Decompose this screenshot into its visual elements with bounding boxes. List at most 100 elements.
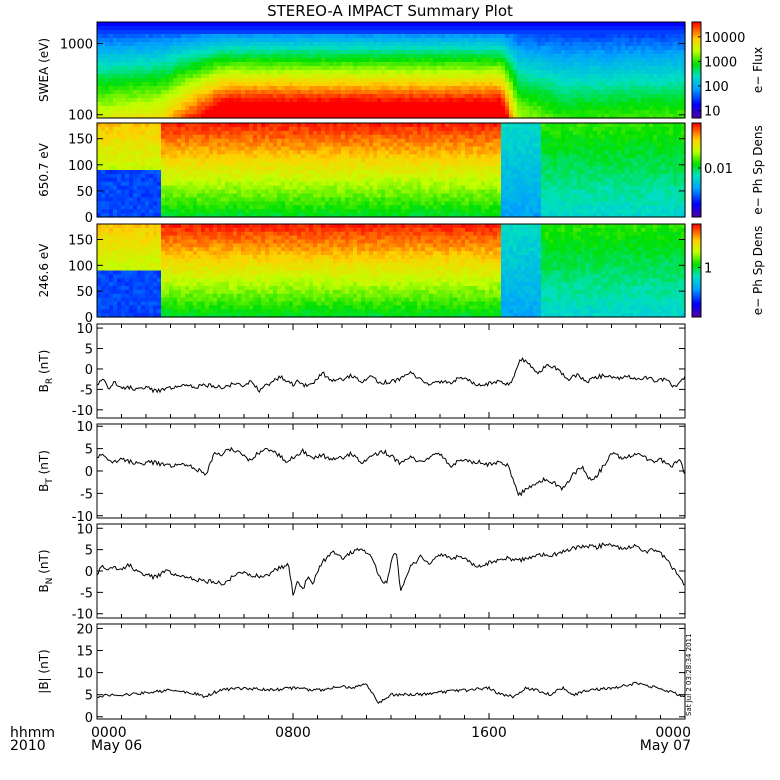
heatmap-cell xyxy=(281,142,286,148)
heatmap-cell xyxy=(461,90,466,95)
heatmap-cell xyxy=(365,114,370,119)
heatmap-cell xyxy=(457,106,462,111)
heatmap-cell xyxy=(565,58,570,63)
heatmap-cell xyxy=(309,173,314,179)
heatmap-cell xyxy=(137,170,142,175)
heatmap-cell xyxy=(505,38,510,43)
heatmap-cell xyxy=(445,74,450,79)
heatmap-cell xyxy=(617,94,622,99)
heatmap-cell xyxy=(161,177,166,183)
heatmap-cell xyxy=(453,46,458,51)
heatmap-cell xyxy=(105,138,110,144)
heatmap-cell xyxy=(365,46,370,51)
heatmap-cell xyxy=(617,106,622,111)
heatmap-cell xyxy=(233,58,238,63)
heatmap-cell xyxy=(425,94,430,99)
heatmap-cell xyxy=(273,130,278,136)
heatmap-cell xyxy=(233,154,238,159)
heatmap-cell xyxy=(653,30,658,35)
heatmap-cell xyxy=(193,86,198,91)
heatmap-cell xyxy=(225,166,230,171)
heatmap-cell xyxy=(525,58,530,63)
heatmap-cell xyxy=(509,42,514,47)
heatmap-cell xyxy=(153,130,158,136)
heatmap-cell xyxy=(397,98,402,103)
heatmap-cell xyxy=(297,58,302,63)
heatmap-cell xyxy=(221,209,226,214)
heatmap-cell xyxy=(153,42,158,47)
heatmap-cell xyxy=(237,106,242,111)
heatmap-cell xyxy=(553,114,558,119)
heatmap-cell xyxy=(133,90,138,95)
heatmap-cell xyxy=(105,38,110,43)
heatmap-cell xyxy=(249,134,254,140)
heatmap-cell xyxy=(121,46,126,51)
heatmap-cell xyxy=(213,138,218,144)
heatmap-cell xyxy=(493,70,498,75)
heatmap-cell xyxy=(277,150,282,155)
heatmap-cell xyxy=(401,70,406,75)
heatmap-cell xyxy=(217,154,222,159)
heatmap-cell xyxy=(305,86,310,91)
heatmap-cell xyxy=(149,110,154,115)
heatmap-cell xyxy=(509,30,514,35)
heatmap-cell xyxy=(213,201,218,206)
heatmap-cell xyxy=(633,54,638,59)
heatmap-cell xyxy=(293,166,298,171)
heatmap-cell xyxy=(261,185,266,191)
heatmap-cell xyxy=(233,94,238,99)
heatmap-cell xyxy=(161,134,166,140)
heatmap-cell xyxy=(297,102,302,107)
heatmap-cell xyxy=(201,66,206,71)
heatmap-cell xyxy=(185,142,190,148)
heatmap-cell xyxy=(561,78,566,83)
heatmap-cell xyxy=(177,213,182,218)
heatmap-cell xyxy=(193,193,198,199)
heatmap-cell xyxy=(269,126,274,132)
heatmap-cell xyxy=(149,90,154,95)
heatmap-cell xyxy=(533,62,538,67)
heatmap-cell xyxy=(421,106,426,111)
heatmap-cell xyxy=(253,130,258,136)
heatmap-cell xyxy=(321,170,326,175)
heatmap-cell xyxy=(181,150,186,155)
heatmap-cell xyxy=(153,86,158,91)
heatmap-cell xyxy=(669,82,674,87)
heatmap-cell xyxy=(313,123,318,128)
heatmap-cell xyxy=(285,177,290,183)
heatmap-cell xyxy=(457,114,462,119)
heatmap-cell xyxy=(673,110,678,115)
heatmap-cell xyxy=(157,126,162,132)
heatmap-cell xyxy=(165,158,170,163)
heatmap-cell xyxy=(389,70,394,75)
heatmap-cell xyxy=(557,74,562,79)
heatmap-cell xyxy=(185,197,190,202)
heatmap-cell xyxy=(621,26,626,31)
heatmap-cell xyxy=(209,74,214,79)
heatmap-cell xyxy=(681,38,686,43)
heatmap-cell xyxy=(665,26,670,31)
heatmap-cell xyxy=(637,66,642,71)
heatmap-cell xyxy=(197,94,202,99)
heatmap-cell xyxy=(337,30,342,35)
heatmap-cell xyxy=(165,50,170,55)
heatmap-cell xyxy=(213,142,218,148)
heatmap-cell xyxy=(161,114,166,119)
heatmap-cell xyxy=(313,74,318,79)
heatmap-cell xyxy=(177,146,182,152)
heatmap-cell xyxy=(641,26,646,31)
heatmap-cell xyxy=(617,102,622,107)
heatmap-cell xyxy=(289,146,294,152)
heatmap-cell xyxy=(161,205,166,210)
heatmap-cell xyxy=(641,58,646,63)
heatmap-cell xyxy=(245,102,250,107)
heatmap-cell xyxy=(273,193,278,199)
heatmap-cell xyxy=(353,50,358,55)
heatmap-cell xyxy=(481,110,486,115)
heatmap-cell xyxy=(221,46,226,51)
heatmap-cell xyxy=(381,98,386,103)
heatmap-cell xyxy=(393,70,398,75)
heatmap-cell xyxy=(133,46,138,51)
heatmap-cell xyxy=(589,50,594,55)
heatmap-cell xyxy=(589,46,594,51)
